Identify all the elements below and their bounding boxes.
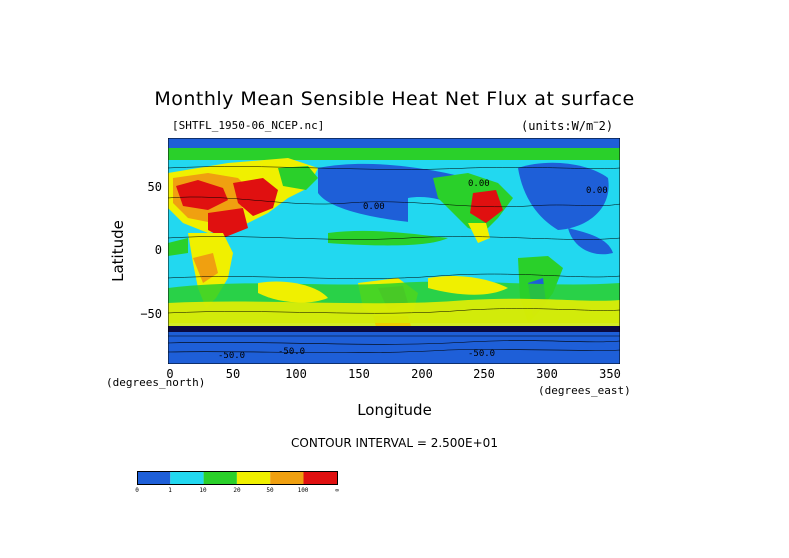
x-tick-label: 250 (473, 367, 495, 381)
contour-label: -50.0 (278, 347, 305, 357)
colorbar-label: 1 (168, 487, 172, 494)
x-axis-label: Longitude (357, 401, 432, 419)
plot-title: Monthly Mean Sensible Heat Net Flux at s… (154, 88, 635, 110)
x-tick-label: 200 (411, 367, 433, 381)
contour-label: 0.00 (586, 186, 608, 196)
y-axis-label: Latitude (109, 220, 127, 282)
colorbar-label: 100 (297, 487, 309, 494)
x-tick-label: 100 (285, 367, 307, 381)
x-tick-label: 0 (166, 367, 174, 381)
colorbar-label: 50 (266, 487, 274, 494)
contour-interval: CONTOUR INTERVAL = 2.500E+01 (291, 436, 498, 450)
contour-label: 0.00 (363, 202, 385, 212)
contour-label: -50.0 (468, 349, 495, 359)
colorbar-swatch (203, 471, 237, 485)
file-label: [SHTFL_1950-06_NCEP.nc] (172, 119, 325, 132)
y-unit-label: (degrees_north) (106, 376, 206, 389)
colorbar-label: 10 (199, 487, 207, 494)
colorbar-swatch (137, 471, 171, 485)
colorbar-swatch (236, 471, 271, 485)
x-tick-label: 150 (348, 367, 370, 381)
colorbar-swatch (170, 471, 204, 485)
y-tick-label: 0 (154, 243, 162, 257)
colorbar-swatch (303, 471, 337, 485)
colorbar-label: 0 (135, 487, 139, 494)
contour-label: -50.0 (218, 351, 245, 361)
units-label: (units:W/m−2) (521, 118, 614, 133)
x-tick-label: 300 (536, 367, 558, 381)
x-unit-label: (degrees_east) (538, 384, 631, 397)
x-tick-label: 50 (225, 367, 241, 381)
colorbar-swatch (270, 471, 304, 485)
colorbar-label: 20 (233, 487, 241, 494)
flux-map: 0.00 0.00 0.00 -50.0 -50.0 -50.0 (168, 138, 620, 364)
y-tick-label: 50 (147, 180, 162, 194)
contour-label: 0.00 (468, 179, 490, 189)
x-tick-label: 350 (599, 367, 621, 381)
colorbar (137, 471, 338, 485)
y-tick-label: −50 (140, 307, 162, 321)
colorbar-label: ∞ (335, 487, 339, 494)
